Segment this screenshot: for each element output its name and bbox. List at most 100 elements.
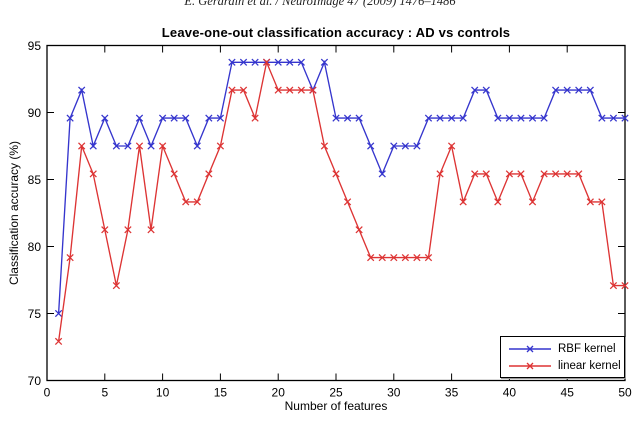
marker-x-icon [343, 114, 352, 122]
marker-x-icon [401, 253, 410, 262]
marker-x-icon [320, 142, 329, 150]
marker-x-icon [251, 58, 259, 66]
citation-text: E. Gerardin et al. / NeuroImage 47 (2009… [184, 0, 456, 8]
marker-x-icon [517, 170, 525, 178]
marker-x-icon [286, 58, 294, 66]
y-tick-label: 95 [28, 39, 42, 53]
marker-x-icon [390, 253, 398, 262]
marker-x-icon [332, 170, 340, 178]
marker-x-icon [182, 114, 190, 122]
marker-x-icon [147, 142, 155, 150]
marker-x-icon [413, 253, 421, 262]
marker-x-icon [367, 142, 375, 150]
marker-x-icon [528, 198, 537, 206]
marker-x-icon [586, 86, 594, 94]
rbf-line-sample-icon [509, 345, 551, 352]
x-tick-label: 35 [445, 386, 459, 400]
marker-x-icon [378, 170, 386, 178]
marker-x-icon [228, 58, 236, 66]
marker-x-icon [609, 281, 618, 290]
marker-x-icon [262, 58, 271, 66]
marker-x-icon [424, 253, 433, 262]
marker-x-icon [367, 253, 375, 262]
marker-x-icon [297, 86, 305, 94]
y-tick-label: 80 [28, 240, 42, 254]
marker-x-icon [170, 170, 178, 178]
citation-header: E. Gerardin et al. / NeuroImage 47 (2009… [0, 0, 640, 10]
x-tick-label: 15 [214, 386, 228, 400]
marker-x-icon [621, 114, 629, 122]
marker-x-icon [158, 114, 167, 122]
legend-item-rbf: RBF kernel [507, 340, 620, 357]
marker-x-icon [170, 114, 178, 122]
legend: RBF kernel linear kernel [500, 336, 625, 378]
marker-x-icon [216, 142, 225, 150]
marker-x-icon [355, 226, 363, 234]
marker-x-icon [586, 198, 594, 206]
y-tick-label: 70 [28, 374, 42, 388]
marker-x-icon [505, 170, 514, 178]
marker-x-icon [390, 142, 398, 150]
marker-x-icon [205, 114, 213, 122]
marker-x-icon [320, 58, 329, 66]
marker-x-icon [447, 114, 456, 122]
marker-x-icon [355, 114, 363, 122]
marker-x-icon [193, 198, 201, 206]
marker-x-icon [135, 114, 144, 122]
linear-line-sample-icon [509, 362, 551, 369]
marker-x-icon [598, 198, 606, 206]
plot-box [46, 44, 626, 382]
marker-x-icon [471, 86, 479, 94]
x-tick-label: 0 [44, 386, 51, 400]
marker-x-icon [89, 142, 97, 150]
y-tick-label: 75 [28, 307, 42, 321]
marker-x-icon [343, 198, 352, 206]
x-axis-label: Number of features [284, 399, 388, 413]
marker-x-icon [378, 253, 386, 262]
series-line-0 [57, 60, 625, 314]
marker-x-icon [563, 170, 571, 178]
x-tick-label: 10 [156, 386, 170, 400]
marker-x-icon [551, 170, 560, 178]
marker-x-icon [575, 86, 583, 94]
marker-x-icon [239, 86, 248, 94]
marker-x-icon [436, 170, 444, 178]
marker-x-icon [332, 114, 340, 122]
legend-label-rbf: RBF kernel [558, 342, 616, 355]
marker-x-icon [494, 198, 502, 206]
marker-x-icon [112, 142, 121, 150]
marker-x-icon [575, 170, 583, 178]
marker-x-icon [540, 170, 548, 178]
y-tick-label: 85 [28, 173, 42, 187]
marker-x-icon [216, 114, 225, 122]
marker-x-icon [54, 337, 63, 346]
marker-x-icon [112, 281, 121, 290]
marker-x-icon [482, 170, 490, 178]
marker-x-icon [78, 86, 86, 94]
marker-x-icon [251, 114, 259, 122]
chart-title: Leave-one-out classification accuracy : … [161, 25, 511, 40]
x-tick-label: 45 [561, 386, 575, 400]
y-tick-label: 90 [28, 106, 42, 120]
marker-x-icon [482, 86, 490, 94]
legend-label-linear: linear kernel [558, 359, 621, 372]
marker-x-icon [147, 226, 155, 234]
marker-x-icon [424, 114, 433, 122]
marker-x-icon [459, 114, 467, 122]
marker-x-icon [401, 142, 410, 150]
marker-x-icon [413, 142, 421, 150]
marker-x-icon [609, 114, 618, 122]
marker-x-icon [205, 170, 213, 178]
marker-x-icon [286, 86, 294, 94]
marker-x-icon [436, 114, 444, 122]
marker-x-icon [447, 142, 456, 150]
legend-item-linear: linear kernel [507, 357, 621, 374]
marker-x-icon [274, 86, 282, 94]
marker-x-icon [124, 142, 132, 150]
marker-x-icon [494, 114, 502, 122]
marker-x-icon [66, 114, 74, 122]
marker-x-icon [621, 281, 629, 290]
marker-x-icon [297, 58, 305, 66]
marker-x-icon [101, 114, 109, 122]
